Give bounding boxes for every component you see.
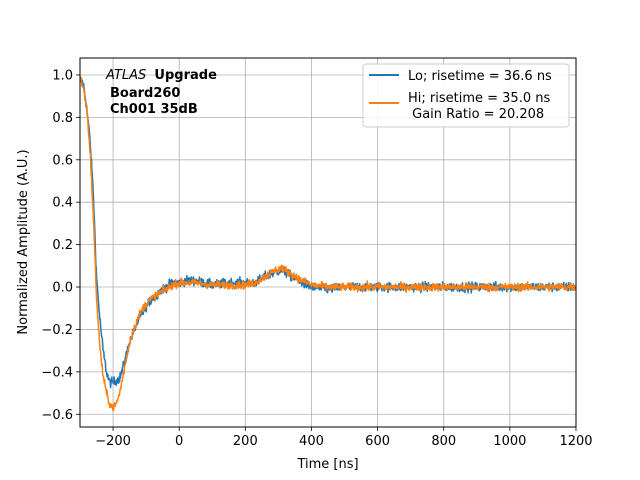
x-ticks: −200 0 200 400 600 800 1000 1200 bbox=[95, 427, 593, 449]
y-tick-label: 0.2 bbox=[52, 238, 73, 253]
legend-label-hi-line: Gain Ratio = 20.208 bbox=[408, 107, 544, 122]
series-hi-line bbox=[79, 76, 577, 412]
legend-label-hi-line: Hi; risetime = 35.0 ns bbox=[408, 91, 550, 106]
axes-frame bbox=[79, 57, 577, 428]
x-tick-label: 400 bbox=[299, 434, 324, 449]
legend-frame bbox=[362, 63, 570, 128]
annotation-line2: Board260 bbox=[110, 86, 180, 101]
plot-lines bbox=[79, 76, 577, 412]
x-tick-label: 200 bbox=[233, 434, 258, 449]
annotation-bold: Upgrade bbox=[154, 68, 217, 83]
y-tick-label: 0.6 bbox=[52, 153, 73, 168]
x-axis-label: Time [ns] bbox=[296, 457, 358, 472]
y-ticks: −0.6 −0.4 −0.2 0.0 0.2 0.4 0.6 0.8 1.0 bbox=[41, 68, 80, 423]
annotation-italic: ATLAS bbox=[105, 68, 146, 83]
y-axis-label: Normalized Amplitude (A.U.) bbox=[16, 149, 31, 334]
legend: Lo; risetime = 36.6 ns Hi; risetime = 35… bbox=[362, 63, 570, 128]
y-tick-label: 0.0 bbox=[52, 281, 73, 296]
y-tick-label: 0.4 bbox=[52, 196, 73, 211]
legend-label-lo: Lo; risetime = 36.6 ns bbox=[408, 69, 552, 84]
legend-label-hi: Hi; risetime = 35.0 ns Gain Ratio = 20.2… bbox=[408, 91, 550, 122]
x-tick-label: 1000 bbox=[493, 434, 526, 449]
y-tick-label: −0.2 bbox=[41, 323, 73, 338]
x-tick-label: 1200 bbox=[559, 434, 592, 449]
x-tick-label: 600 bbox=[365, 434, 390, 449]
y-tick-label: −0.4 bbox=[41, 365, 73, 380]
annotation-line1: ATLAS Upgrade bbox=[105, 68, 217, 83]
annotation: ATLAS Upgrade Board260 Ch001 35dB bbox=[105, 68, 217, 117]
y-tick-label: 0.8 bbox=[52, 111, 73, 126]
y-tick-label: −0.6 bbox=[41, 408, 73, 423]
x-tick-label: 800 bbox=[431, 434, 456, 449]
annotation-line3: Ch001 35dB bbox=[110, 102, 198, 117]
y-tick-label: 1.0 bbox=[52, 68, 73, 83]
x-tick-label: −200 bbox=[95, 434, 131, 449]
x-tick-label: 0 bbox=[175, 434, 183, 449]
